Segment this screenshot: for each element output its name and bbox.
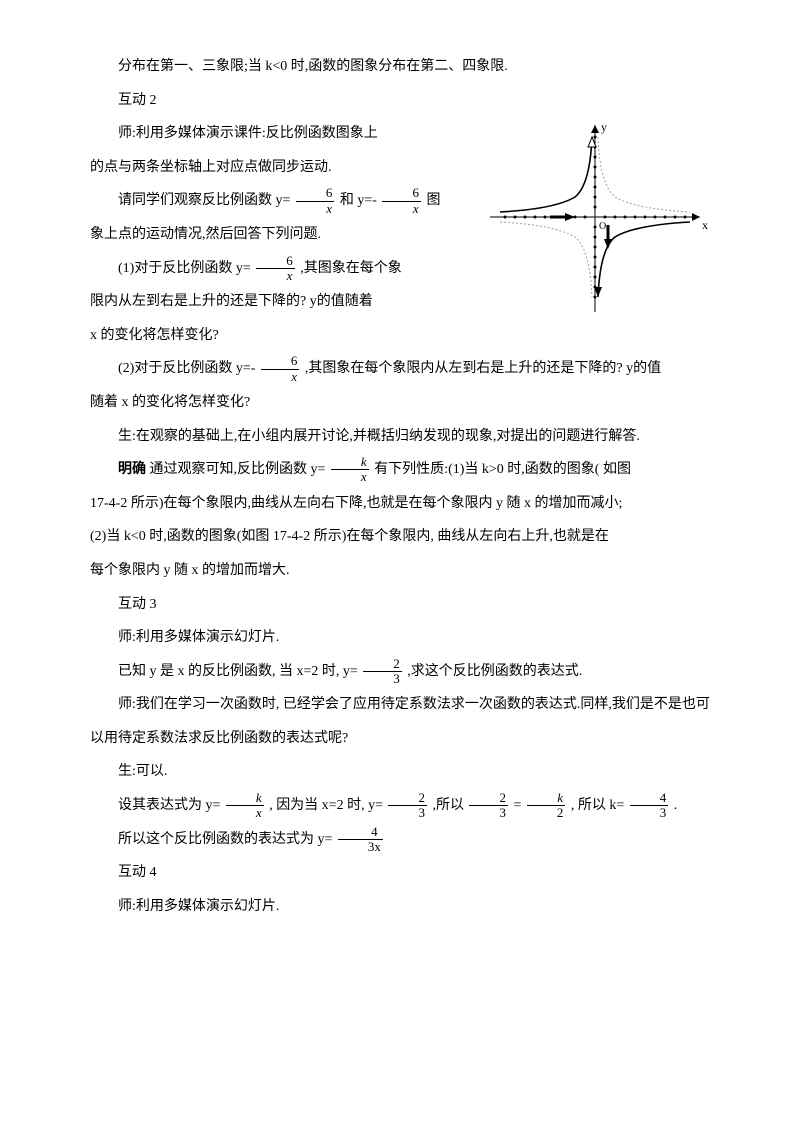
text: 通过观察可知,反比例函数 y= (150, 462, 326, 477)
fraction-k-over-x: kx (226, 791, 264, 821)
paragraph: 分布在第一、三象限;当 k<0 时,函数的图象分布在第二、四象限. (90, 50, 710, 84)
text: 的点与两条坐标轴上对应点做同步运动. (90, 160, 332, 175)
fraction-4-over-3: 43 (630, 791, 669, 821)
text: ,所以 (432, 798, 464, 813)
heading-interact-4: 互动 4 (90, 856, 710, 890)
svg-text:x: x (702, 218, 708, 232)
text: 师:利用多媒体演示课件:反比例函数图象上 (118, 126, 378, 141)
text: 设其表达式为 y= (118, 798, 220, 813)
text: 已知 y 是 x 的反比例函数, 当 x=2 时, y= (118, 664, 361, 679)
fraction-k-over-x: kx (331, 455, 369, 485)
svg-text:O: O (599, 221, 606, 232)
paragraph: 师:利用多媒体演示幻灯片. (90, 621, 710, 655)
heading-interact-3: 互动 3 (90, 588, 710, 622)
fraction-2-over-3: 23 (363, 657, 402, 687)
text: (2)对于反比例函数 y=- (118, 361, 255, 376)
fraction-6-over-x: 6x (296, 186, 335, 216)
paragraph: (2)当 k<0 时,函数的图象(如图 17-4-2 所示)在每个象限内, 曲线… (90, 520, 710, 554)
paragraph: 师:利用多媒体演示幻灯片. (90, 890, 710, 924)
fraction-6-over-x: 6x (382, 186, 421, 216)
paragraph: 所以这个反比例函数的表达式为 y= 43x (90, 823, 710, 857)
paragraph: 明确 通过观察可知,反比例函数 y= kx 有下列性质:(1)当 k>0 时,函… (90, 453, 710, 487)
paragraph: (2)对于反比例函数 y=- 6x ,其图象在每个象限内从左到右是上升的还是下降… (90, 352, 710, 386)
paragraph: 每个象限内 y 随 x 的增加而增大. (90, 554, 710, 588)
paragraph: x 的变化将怎样变化? (90, 319, 710, 353)
paragraph: 已知 y 是 x 的反比例函数, 当 x=2 时, y= 23 ,求这个反比例函… (90, 655, 710, 689)
fraction-k-over-2: k2 (527, 791, 566, 821)
paragraph: 设其表达式为 y= kx , 因为当 x=2 时, y= 23 ,所以 23 =… (90, 789, 710, 823)
paragraph: 生:可以. (90, 755, 710, 789)
text: . (674, 798, 678, 813)
text: 请同学们观察反比例函数 y= (118, 193, 290, 208)
paragraph: 随着 x 的变化将怎样变化? (90, 386, 710, 420)
text: = (513, 798, 521, 813)
emphasis: 明确 (118, 462, 146, 477)
fraction-2-over-3: 23 (469, 791, 508, 821)
text: ,其图象在每个象 (300, 261, 402, 276)
paragraph: 生:在观察的基础上,在小组内展开讨论,并概括归纳发现的现象,对提出的问题进行解答… (90, 420, 710, 454)
svg-text:y: y (601, 120, 607, 134)
paragraph: 17-4-2 所示)在每个象限内,曲线从左向右下降,也就是在每个象限内 y 随 … (90, 487, 710, 521)
fraction-2-over-3: 23 (388, 791, 427, 821)
text: , 所以 k= (571, 798, 624, 813)
text: 象上点的运动情况,然后回答下列问题. (90, 227, 321, 242)
heading-interact-2: 互动 2 (90, 84, 710, 118)
text: 和 y=- (340, 193, 377, 208)
text: (1)对于反比例函数 y= (118, 261, 251, 276)
text: 有下列性质:(1)当 k>0 时,函数的图象( 如图 (374, 462, 631, 477)
fraction-6-over-x: 6x (261, 354, 300, 384)
text: ,求这个反比例函数的表达式. (407, 664, 582, 679)
hyperbola-figure: x y O (480, 117, 710, 317)
text: 随着 x 的变化将怎样变化? (90, 395, 250, 410)
text: , 因为当 x=2 时, y= (269, 798, 383, 813)
text: 限内从左到右是上升的还是下降的? y的值随着 (90, 294, 373, 309)
text: 所以这个反比例函数的表达式为 y= (118, 832, 332, 847)
fraction-4-over-3x: 43x (338, 825, 383, 855)
fraction-6-over-x: 6x (256, 254, 295, 284)
paragraph: 师:我们在学习一次函数时, 已经学会了应用待定系数法求一次函数的表达式.同样,我… (90, 688, 710, 755)
text: x 的变化将怎样变化? (90, 328, 219, 343)
text: 图 (426, 193, 440, 208)
text: ,其图象在每个象限内从左到右是上升的还是下降的? y的值 (305, 361, 661, 376)
